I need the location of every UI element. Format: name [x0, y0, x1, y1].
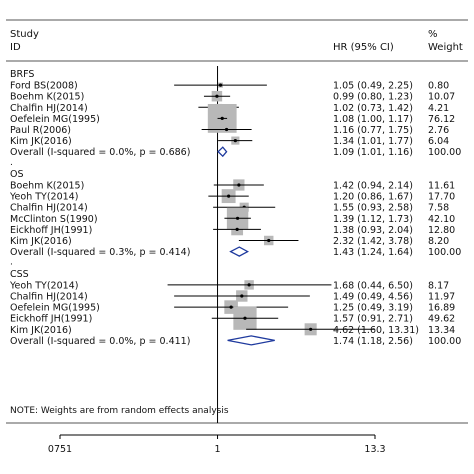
hr-value: 1.05 (0.49, 2.25) [333, 81, 413, 92]
point-estimate [233, 139, 237, 143]
study-label: Ford BS(2008) [10, 81, 78, 92]
hr-value: 1.25 (0.49, 3.19) [333, 303, 413, 314]
overall-diamond [227, 335, 275, 346]
weight-value: 10.07 [428, 92, 455, 103]
hr-value: 4.62 (1.60, 13.31) [333, 325, 419, 336]
point-estimate [240, 294, 244, 298]
weight-value: 11.61 [428, 181, 455, 192]
group-label: OS [10, 169, 24, 180]
header-study: Study [10, 29, 39, 40]
header-hr: HR (95% CI) [333, 42, 394, 53]
hr-value: 1.49 (0.49, 4.56) [333, 292, 413, 303]
overall-weight-value: 100.00 [428, 336, 461, 347]
overall-weight-value: 100.00 [428, 247, 461, 258]
study-label: Chalfin HJ(2014) [10, 203, 88, 214]
point-estimate [215, 94, 219, 98]
study-label: Yeoh TY(2014) [9, 192, 78, 203]
weight-value: 11.97 [428, 292, 455, 303]
weight-value: 49.62 [428, 314, 455, 325]
header-weight: Weight [428, 42, 463, 53]
overall-diamond [217, 146, 228, 158]
weight-value: 8.20 [428, 236, 449, 247]
overall-weight-value: 100.00 [428, 147, 461, 158]
study-label: Eickhoff JH(1991) [10, 314, 92, 325]
group-separator: . [10, 258, 13, 268]
point-estimate [235, 216, 240, 220]
x-tick-label: 1 [215, 444, 221, 455]
hr-value: 1.02 (0.73, 1.42) [333, 103, 413, 114]
point-estimate [237, 183, 241, 187]
hr-value: 1.20 (0.86, 1.67) [333, 192, 413, 203]
weight-value: 16.89 [428, 303, 455, 314]
x-tick-label: 13.3 [364, 444, 385, 455]
weight-value: 42.10 [428, 214, 455, 225]
hr-value: 1.34 (1.01, 1.77) [333, 136, 413, 147]
weight-value: 76.12 [428, 114, 455, 125]
study-label: Kim JK(2016) [10, 136, 72, 147]
hr-value: 1.68 (0.44, 6.50) [333, 280, 413, 291]
header-pct: % [428, 29, 438, 40]
hr-value: 2.32 (1.42, 3.78) [333, 236, 413, 247]
study-label: Oefelein MG(1995) [10, 114, 100, 125]
point-estimate [224, 127, 229, 132]
study-label: McClinton S(1990) [10, 214, 98, 225]
weight-value: 8.17 [428, 280, 449, 291]
study-label: Chalfin HJ(2014) [10, 103, 88, 114]
hr-value: 0.99 (0.80, 1.23) [333, 92, 413, 103]
study-label: Yeoh TY(2014) [9, 280, 78, 291]
weight-value: 2.76 [428, 125, 449, 136]
overall-hr-value: 1.74 (1.18, 2.56) [333, 336, 413, 347]
weight-value: 13.34 [428, 325, 455, 336]
weight-value: 6.04 [428, 136, 449, 147]
header-id: ID [10, 42, 21, 53]
overall-label: Overall (I-squared = 0.3%, p = 0.414) [10, 247, 190, 258]
point-estimate [247, 283, 251, 287]
point-estimate [220, 116, 224, 120]
weight-value: 7.58 [428, 203, 449, 214]
overall-label: Overall (I-squared = 0.0%, p = 0.411) [10, 336, 190, 347]
point-estimate [229, 305, 233, 309]
group-label: BRFS [10, 69, 34, 80]
point-estimate [227, 194, 231, 198]
study-label: Paul R(2006) [10, 125, 71, 136]
study-label: Boehm K(2015) [10, 181, 84, 192]
study-label: Kim JK(2016) [10, 325, 72, 336]
weight-value: 0.80 [428, 81, 449, 92]
study-label: Boehm K(2015) [10, 92, 84, 103]
point-estimate [309, 327, 313, 331]
point-estimate [218, 83, 223, 87]
hr-value: 1.42 (0.94, 2.14) [333, 181, 413, 192]
study-label: Oefelein MG(1995) [10, 303, 100, 314]
point-estimate [243, 316, 247, 320]
weight-value: 4.21 [428, 103, 449, 114]
hr-value: 1.39 (1.12, 1.73) [333, 214, 413, 225]
hr-value: 1.57 (0.91, 2.71) [333, 314, 413, 325]
point-estimate [267, 238, 271, 243]
weight-value: 12.80 [428, 225, 455, 236]
point-estimate [235, 227, 239, 231]
study-label: Chalfin HJ(2014) [10, 292, 88, 303]
study-label: Eickhoff JH(1991) [10, 225, 92, 236]
footnote: NOTE: Weights are from random effects an… [10, 406, 229, 416]
hr-value: 1.16 (0.77, 1.75) [333, 125, 413, 136]
overall-hr-value: 1.43 (1.24, 1.64) [333, 247, 413, 258]
study-label: Kim JK(2016) [10, 236, 72, 247]
x-tick-label: 0751 [48, 444, 72, 455]
hr-value: 1.55 (0.93, 2.58) [333, 203, 413, 214]
weight-value: 17.70 [428, 192, 455, 203]
overall-label: Overall (I-squared = 0.0%, p = 0.686) [10, 147, 190, 158]
hr-value: 1.08 (1.00, 1.17) [333, 114, 413, 125]
x-axis: 0751 1 13.3 [48, 434, 386, 455]
group-separator: . [10, 158, 13, 168]
overall-hr-value: 1.09 (1.01, 1.16) [333, 147, 413, 158]
group-label: CSS [10, 269, 29, 280]
overall-diamond [229, 246, 250, 257]
hr-value: 1.38 (0.93, 2.04) [333, 225, 413, 236]
